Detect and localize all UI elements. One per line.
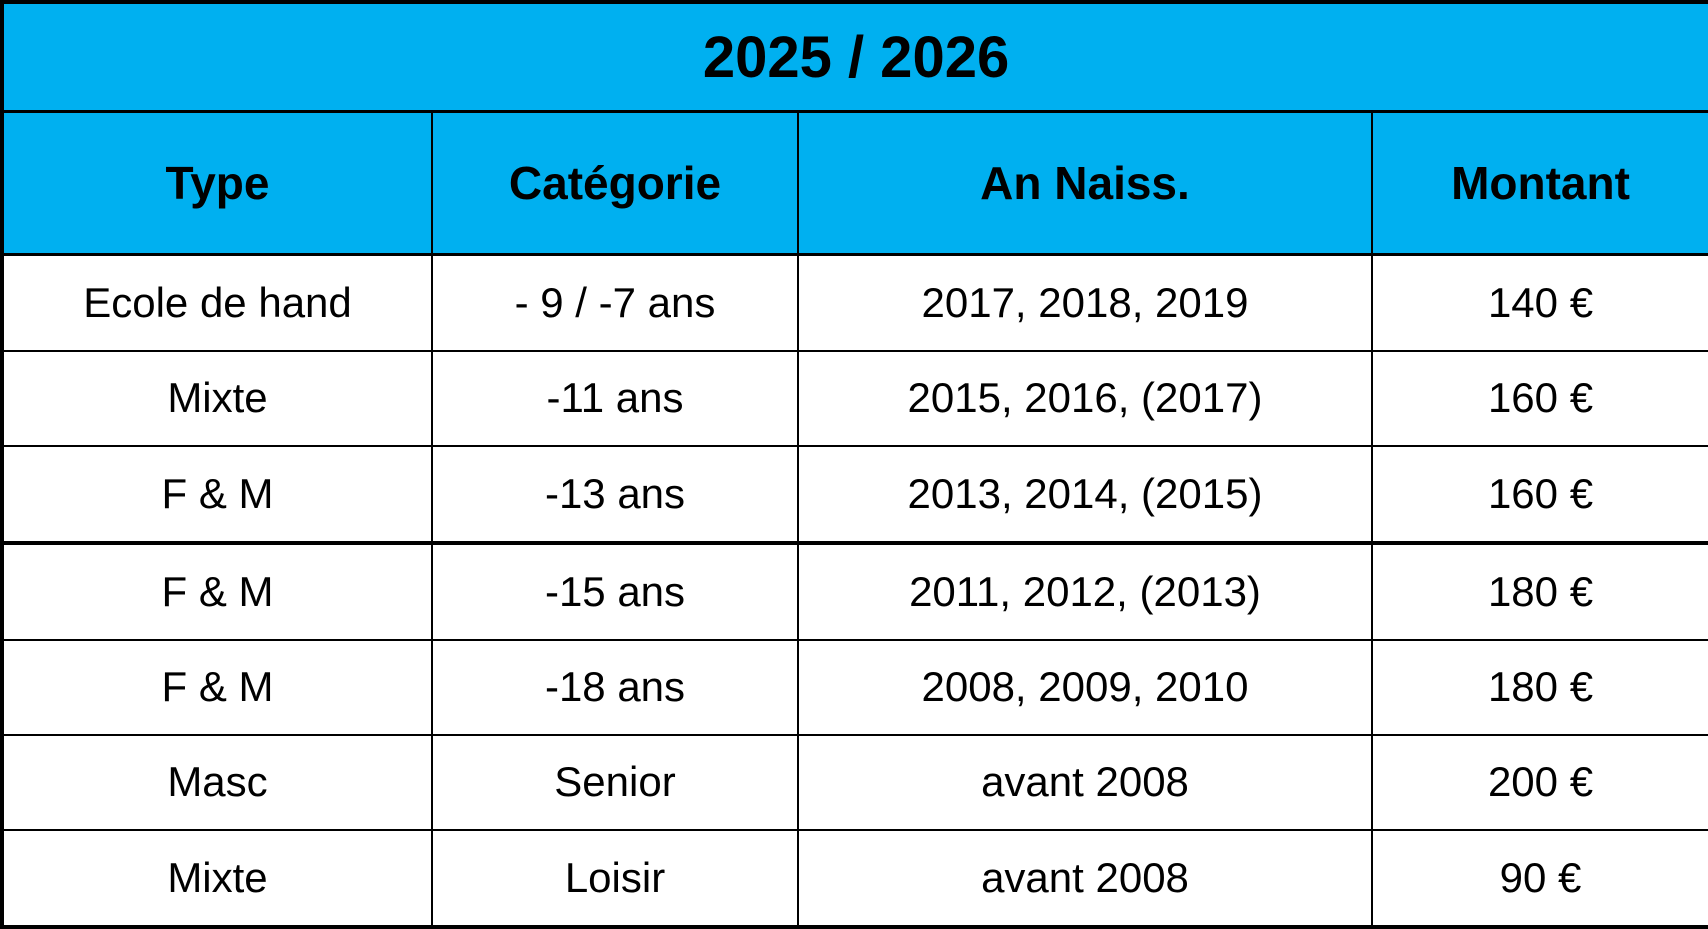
cell-type: Masc	[1, 733, 433, 831]
cell-an-naiss: 2008, 2009, 2010	[797, 638, 1373, 736]
cell-an-naiss: 2017, 2018, 2019	[797, 253, 1373, 352]
cell-categorie: - 9 / -7 ans	[431, 253, 799, 352]
cell-categorie: Senior	[431, 733, 799, 831]
table-body: Ecole de hand - 9 / -7 ans 2017, 2018, 201…	[1, 253, 1708, 929]
cell-an-naiss: 2011, 2012, (2013)	[797, 540, 1373, 641]
cell-categorie: Loisir	[431, 828, 799, 929]
cell-montant: 200 €	[1370, 733, 1708, 831]
cell-type: F & M	[1, 540, 433, 641]
cell-montant: 180 €	[1370, 540, 1708, 641]
table-row: F & M -18 ans 2008, 2009, 2010 180 €	[1, 638, 1708, 736]
cell-montant: 90 €	[1370, 828, 1708, 929]
cell-an-naiss: avant 2008	[797, 733, 1373, 831]
title-row: 2025 / 2026	[0, 1, 1708, 113]
table-row: Mixte Loisir avant 2008 90 €	[1, 828, 1708, 929]
column-header-row: Type Catégorie An Naiss. Montant	[1, 110, 1708, 256]
cell-an-naiss: 2015, 2016, (2017)	[797, 349, 1373, 447]
cell-montant: 180 €	[1370, 638, 1708, 736]
cell-type: F & M	[1, 638, 433, 736]
cell-montant: 160 €	[1370, 349, 1708, 447]
table-row: F & M -15 ans 2011, 2012, (2013) 180 €	[1, 540, 1708, 641]
cell-montant: 160 €	[1370, 444, 1708, 544]
cell-type: Ecole de hand	[1, 253, 433, 352]
cell-type: Mixte	[1, 349, 433, 447]
column-header-type: Type	[1, 110, 433, 256]
column-header-an-naiss: An Naiss.	[797, 110, 1373, 256]
table-row: F & M -13 ans 2013, 2014, (2015) 160 €	[1, 444, 1708, 544]
cell-type: F & M	[1, 444, 433, 544]
column-header-montant: Montant	[1370, 110, 1708, 256]
cell-categorie: -15 ans	[431, 540, 799, 641]
cell-categorie: -18 ans	[431, 638, 799, 736]
cell-type: Mixte	[1, 828, 433, 929]
table-row: Mixte -11 ans 2015, 2016, (2017) 160 €	[1, 349, 1708, 447]
season-title: 2025 / 2026	[0, 1, 1708, 113]
cell-categorie: -13 ans	[431, 444, 799, 544]
cell-montant: 140 €	[1370, 253, 1708, 352]
cell-an-naiss: avant 2008	[797, 828, 1373, 929]
cell-categorie: -11 ans	[431, 349, 799, 447]
table-row: Masc Senior avant 2008 200 €	[1, 733, 1708, 831]
cell-an-naiss: 2013, 2014, (2015)	[797, 444, 1373, 544]
table-row: Ecole de hand - 9 / -7 ans 2017, 2018, 201…	[1, 253, 1708, 352]
column-header-categorie: Catégorie	[431, 110, 799, 256]
